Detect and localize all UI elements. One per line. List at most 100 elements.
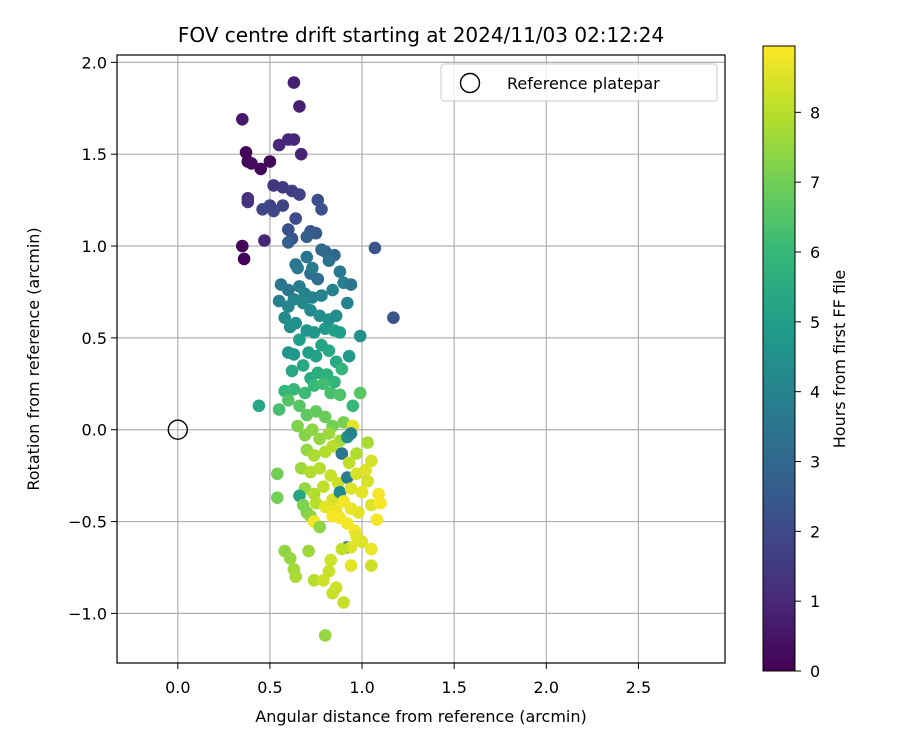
data-point: [263, 155, 277, 168]
data-point: [368, 241, 382, 255]
data-point: [245, 157, 258, 170]
data-point: [293, 188, 306, 201]
data-point: [287, 348, 301, 361]
data-point: [387, 311, 400, 325]
data-point: [361, 474, 374, 488]
data-point: [309, 405, 323, 418]
data-point: [333, 265, 347, 279]
data-point: [370, 513, 384, 526]
y-tick-label: −0.5: [68, 513, 107, 532]
y-tick-label: 0.5: [82, 329, 107, 348]
data-point: [263, 199, 277, 212]
data-point: [236, 239, 249, 253]
data-point: [293, 100, 306, 113]
data-point: [241, 195, 255, 209]
data-point: [282, 394, 295, 407]
data-point: [365, 559, 378, 572]
data-point: [326, 586, 339, 600]
data-point: [287, 133, 301, 146]
legend-box: [440, 63, 718, 102]
colorbar-tick-label: 1: [810, 592, 820, 611]
data-point: [353, 386, 367, 400]
data-point: [322, 427, 336, 440]
data-point: [300, 230, 314, 244]
x-tick-label: 0.0: [165, 678, 190, 697]
data-point: [318, 500, 332, 514]
data-point: [344, 559, 358, 572]
data-point: [289, 316, 303, 330]
colorbar-tick-label: 4: [810, 383, 820, 402]
data-point: [296, 498, 310, 512]
data-point: [282, 283, 295, 297]
data-point: [307, 449, 321, 462]
x-tick-label: 1.0: [349, 678, 374, 697]
data-point: [307, 326, 321, 339]
data-points: [236, 76, 400, 642]
data-point: [298, 386, 312, 400]
data-point: [322, 254, 336, 267]
plot-frame: [116, 54, 726, 664]
data-point: [317, 480, 330, 494]
data-point: [293, 333, 306, 347]
data-point: [333, 388, 347, 402]
data-point: [252, 399, 266, 413]
data-point: [335, 362, 349, 376]
data-point: [307, 574, 321, 587]
data-point: [315, 289, 328, 302]
data-point: [287, 383, 301, 396]
colorbar-tick-label: 6: [810, 243, 820, 262]
data-point: [341, 296, 354, 310]
data-point: [315, 203, 328, 216]
colorbar-tick-label: 3: [810, 453, 820, 472]
data-point: [271, 491, 284, 505]
legend-label-reference-platepar: Reference platepar: [507, 74, 660, 93]
grid-lines: [117, 55, 725, 663]
data-point: [324, 553, 338, 567]
x-tick-label: 0.5: [257, 678, 282, 697]
data-point: [287, 76, 301, 89]
data-point: [272, 138, 286, 152]
data-point: [352, 506, 365, 519]
data-point: [237, 252, 251, 266]
legend: Reference platepar: [440, 63, 718, 102]
data-point: [282, 236, 295, 249]
data-point: [258, 234, 271, 247]
colorbar-tick-label: 2: [810, 522, 820, 541]
y-axis-label: Rotation from reference (arcmin): [24, 227, 43, 490]
data-point: [236, 113, 249, 126]
data-point: [309, 349, 323, 363]
x-axis-label: Angular distance from reference (arcmin): [255, 707, 586, 726]
data-point: [293, 399, 306, 413]
x-axis-ticks: 0.0 0.5 1.0 1.5 2.0 2.5: [165, 663, 651, 697]
data-point: [337, 596, 350, 609]
data-point: [283, 552, 297, 565]
data-point: [322, 344, 336, 358]
data-point: [350, 447, 363, 460]
colorbar-label: Hours from first FF file: [830, 270, 849, 449]
colorbar-tick-label: 5: [810, 313, 820, 332]
colorbar-ticks: 0 1 2 3 4 5 6 7 8: [795, 103, 820, 681]
x-tick-label: 2.5: [626, 678, 651, 697]
data-point: [374, 496, 387, 510]
data-point: [353, 329, 367, 343]
data-point: [254, 162, 267, 176]
data-point: [365, 542, 378, 556]
data-point: [355, 485, 369, 499]
data-point: [359, 463, 373, 477]
data-point: [335, 542, 349, 556]
data-point: [318, 410, 332, 424]
data-point: [313, 462, 327, 475]
data-point: [306, 423, 319, 437]
data-point: [346, 399, 360, 413]
data-point: [322, 564, 336, 578]
data-point: [294, 147, 308, 161]
data-point: [317, 377, 330, 391]
colorbar-tick-label: 7: [810, 173, 820, 192]
y-tick-label: 2.0: [82, 53, 107, 72]
reference-platepar-marker: [167, 419, 189, 440]
colorbar: 0 1 2 3 4 5 6 7 8 Hours from first FF file: [762, 45, 849, 681]
data-point: [272, 403, 286, 416]
plot-area: 0.0 0.5 1.0 1.5 2.0 2.5 −1.0 −0.5 0.0 0.5 1.0 1.5 2…: [68, 53, 726, 697]
data-point: [306, 261, 319, 275]
data-point: [276, 199, 290, 212]
